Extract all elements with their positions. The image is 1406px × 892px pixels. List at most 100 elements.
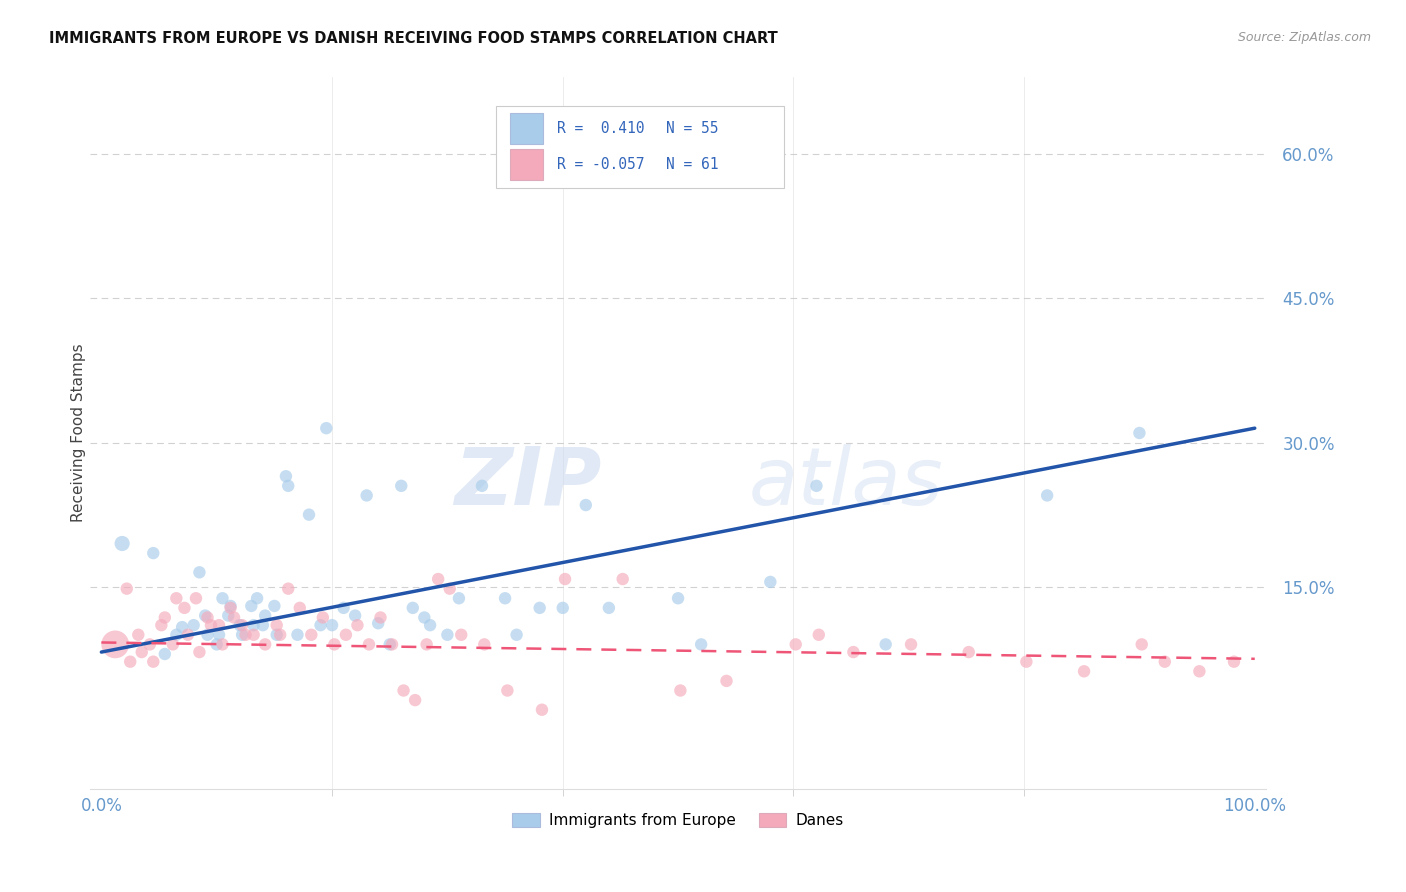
Text: Source: ZipAtlas.com: Source: ZipAtlas.com <box>1237 31 1371 45</box>
Point <box>162 637 184 651</box>
Point <box>1015 655 1038 669</box>
Point <box>842 645 865 659</box>
Point <box>378 637 401 651</box>
Point <box>427 572 450 586</box>
Point <box>554 572 576 586</box>
Point <box>252 618 274 632</box>
Point <box>392 683 415 698</box>
Point <box>716 673 738 688</box>
Point <box>496 683 519 698</box>
Point <box>321 618 343 632</box>
Point <box>346 618 368 632</box>
Point <box>598 600 620 615</box>
Point <box>142 655 165 669</box>
Point <box>177 628 200 642</box>
Point <box>551 600 574 615</box>
Point <box>419 618 441 632</box>
Point <box>1128 425 1150 440</box>
Text: ZIP: ZIP <box>454 443 602 522</box>
Point <box>1223 655 1246 669</box>
Point <box>217 608 239 623</box>
Point <box>447 591 470 606</box>
Point <box>287 628 309 642</box>
Point <box>1036 488 1059 502</box>
Point <box>115 582 138 596</box>
Point <box>211 591 233 606</box>
Point <box>875 637 897 651</box>
Point <box>188 566 211 580</box>
FancyBboxPatch shape <box>496 106 785 187</box>
Text: atlas: atlas <box>748 443 943 522</box>
Point <box>357 637 380 651</box>
Point <box>344 608 367 623</box>
Point <box>1153 655 1175 669</box>
Point <box>472 637 495 651</box>
Point <box>367 616 389 631</box>
Point <box>1073 665 1095 679</box>
Point <box>208 628 231 642</box>
Point <box>254 637 277 651</box>
Point <box>254 608 277 623</box>
Point <box>413 610 436 624</box>
Point <box>575 498 598 512</box>
Point <box>415 637 437 651</box>
Point <box>127 628 149 642</box>
Point <box>298 508 321 522</box>
Point <box>263 599 285 613</box>
Point <box>120 655 142 669</box>
Point <box>219 599 242 613</box>
Point <box>274 469 297 483</box>
Legend: Immigrants from Europe, Danes: Immigrants from Europe, Danes <box>506 806 849 834</box>
Point <box>277 479 299 493</box>
Point <box>450 628 472 642</box>
Text: R =  0.410: R = 0.410 <box>557 121 644 136</box>
Point <box>370 610 392 624</box>
Point <box>211 637 233 651</box>
Point <box>505 628 527 642</box>
Point <box>184 591 207 606</box>
Text: N = 55: N = 55 <box>666 121 718 136</box>
Point <box>529 600 551 615</box>
Point <box>188 645 211 659</box>
Point <box>669 683 692 698</box>
Point <box>197 610 219 624</box>
Point <box>309 618 332 632</box>
Point <box>900 637 922 651</box>
FancyBboxPatch shape <box>510 113 543 145</box>
Point <box>356 488 378 502</box>
Point <box>183 618 205 632</box>
Point <box>142 546 165 560</box>
Point <box>759 574 782 589</box>
Point <box>807 628 830 642</box>
Point <box>806 479 828 493</box>
Point <box>1130 637 1153 651</box>
Point <box>312 610 335 624</box>
Point <box>957 645 980 659</box>
Point <box>439 582 461 596</box>
Point <box>299 628 322 642</box>
Point <box>153 647 176 661</box>
Text: IMMIGRANTS FROM EUROPE VS DANISH RECEIVING FOOD STAMPS CORRELATION CHART: IMMIGRANTS FROM EUROPE VS DANISH RECEIVI… <box>49 31 778 46</box>
Point <box>222 610 245 624</box>
Point <box>471 479 494 493</box>
Point <box>131 645 153 659</box>
Point <box>173 600 195 615</box>
Point <box>242 618 264 632</box>
Point <box>266 618 288 632</box>
Point <box>666 591 689 606</box>
Point <box>530 703 553 717</box>
Point <box>150 618 173 632</box>
Point <box>494 591 516 606</box>
Point <box>381 637 404 651</box>
Y-axis label: Receiving Food Stamps: Receiving Food Stamps <box>72 343 86 523</box>
Text: N = 61: N = 61 <box>666 157 718 172</box>
Text: R = -0.057: R = -0.057 <box>557 157 644 172</box>
Point <box>402 600 425 615</box>
Point <box>1188 665 1211 679</box>
Point <box>197 628 219 642</box>
Point <box>315 421 337 435</box>
Point <box>246 591 269 606</box>
Point <box>111 536 134 550</box>
Point <box>288 600 311 615</box>
Point <box>785 637 807 651</box>
